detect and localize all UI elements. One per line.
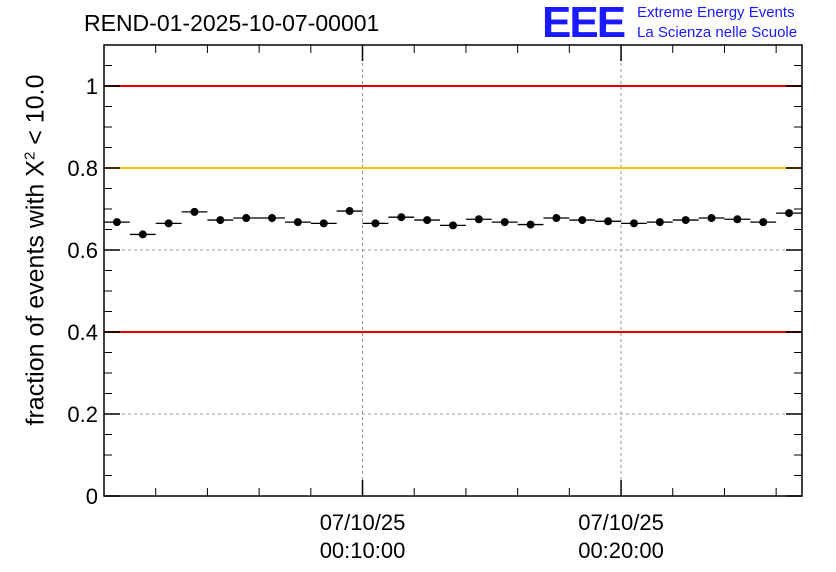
x-tick-label-time: 00:20:00 (578, 538, 664, 563)
data-point (190, 207, 199, 216)
data-point (785, 209, 794, 218)
y-tick-label: 0.8 (67, 156, 98, 181)
x-tick-label-date: 07/10/25 (320, 510, 406, 535)
data-point (552, 214, 561, 223)
data-point (604, 217, 613, 226)
x-tick-label-date: 07/10/25 (578, 510, 664, 535)
data-point (578, 216, 587, 225)
data-point (216, 216, 225, 225)
data-point (319, 219, 328, 228)
y-tick-label: 1 (86, 74, 98, 99)
y-axis-title: fraction of events with X2 < 10.0 (21, 74, 50, 426)
y-tick-label: 0.6 (67, 238, 98, 263)
y-tick-label: 0.4 (67, 320, 98, 345)
data-point (629, 219, 638, 228)
data-point (759, 218, 768, 227)
run-title: REND-01-2025-10-07-00001 (84, 10, 380, 36)
x-tick-label-time: 00:10:00 (320, 538, 406, 563)
data-point (138, 230, 147, 239)
data-point (371, 219, 380, 228)
eee-logo: EEE (542, 0, 626, 47)
data-point (449, 221, 457, 230)
data-point (345, 207, 354, 216)
data-point (526, 220, 535, 229)
data-point (500, 218, 509, 227)
data-point (681, 216, 690, 225)
data-point (397, 213, 406, 222)
y-tick-label: 0.2 (67, 402, 98, 427)
data-point (293, 218, 302, 227)
data-point (474, 215, 483, 224)
y-tick-label: 0 (86, 484, 98, 509)
data-point (268, 214, 277, 223)
data-point (423, 216, 432, 225)
logo-subtitle-2: La Scienza nelle Scuole (637, 24, 798, 41)
logo-subtitle-1: Extreme Energy Events (637, 4, 795, 21)
data-point (733, 215, 742, 224)
data-point (655, 218, 664, 227)
data-point (707, 214, 716, 223)
data-point (242, 214, 251, 223)
data-point (112, 218, 121, 227)
plot-frame (103, 44, 803, 497)
data-point (164, 219, 173, 228)
